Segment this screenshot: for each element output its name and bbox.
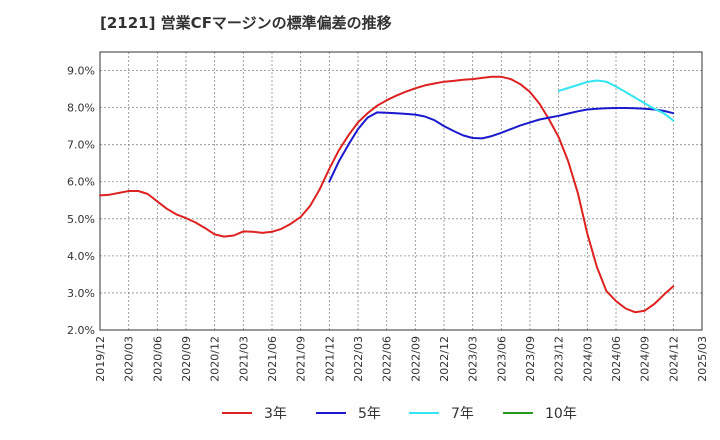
x-tick-label: 2022/09: [409, 336, 422, 382]
legend-label-5年: 5年: [358, 406, 381, 422]
x-tick-label: 2023/09: [524, 336, 537, 382]
x-tick-label: 2021/12: [323, 336, 336, 382]
y-tick-label: 3.0%: [67, 287, 95, 300]
y-tick-label: 4.0%: [67, 250, 95, 263]
x-tick-label: 2020/09: [180, 336, 193, 382]
chart-title: [2121] 営業CFマージンの標準偏差の推移: [100, 14, 392, 32]
x-tick-label: 2021/03: [237, 336, 250, 382]
x-tick-label: 2021/09: [295, 336, 308, 382]
series-line-5年: [328, 107, 675, 183]
y-tick-label: 8.0%: [67, 102, 95, 115]
x-tick-label: 2020/12: [209, 336, 222, 382]
legend-label-10年: 10年: [545, 406, 577, 422]
x-tick-label: 2019/12: [94, 336, 107, 382]
x-tick-label: 2024/06: [610, 336, 623, 382]
x-tick-label: 2022/06: [381, 336, 394, 382]
x-tick-label: 2020/03: [123, 336, 136, 382]
legend-label-7年: 7年: [451, 406, 474, 422]
series-line-7年: [557, 79, 675, 122]
x-tick-label: 2023/06: [495, 336, 508, 382]
plot-frame: [99, 51, 703, 331]
x-tick-label: 2024/03: [581, 336, 594, 382]
x-tick-label: 2021/06: [266, 336, 279, 382]
legend-label-3年: 3年: [264, 406, 287, 422]
x-tick-label: 2024/12: [667, 336, 680, 382]
y-tick-label: 7.0%: [67, 139, 95, 152]
x-tick-label: 2022/03: [352, 336, 365, 382]
x-tick-label: 2023/12: [553, 336, 566, 382]
y-tick-label: 9.0%: [67, 65, 95, 78]
y-tick-label: 2.0%: [67, 324, 95, 337]
x-tick-label: 2025/03: [696, 336, 709, 382]
x-tick-label: 2023/03: [467, 336, 480, 382]
x-tick-label: 2022/12: [438, 336, 451, 382]
x-tick-label: 2024/09: [639, 336, 652, 382]
y-tick-label: 6.0%: [67, 176, 95, 189]
series-line-3年: [99, 75, 675, 314]
y-tick-label: 5.0%: [67, 213, 95, 226]
x-tick-label: 2020/06: [151, 336, 164, 382]
